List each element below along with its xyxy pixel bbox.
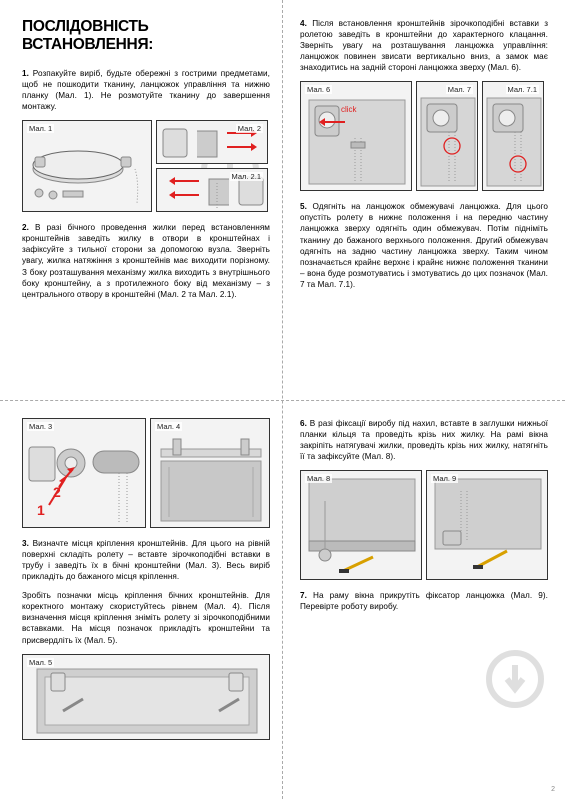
section-left-bottom: Мал. 3 2 1 Мал. 4 xyxy=(22,418,270,750)
page-number: 2 xyxy=(551,786,555,793)
figure-row-4: Мал. 6 click Мал. 7 xyxy=(300,81,548,191)
figure-label: Мал. 5 xyxy=(27,658,54,667)
figure-label: Мал. 7 xyxy=(446,85,473,94)
figure-label: Мал. 9 xyxy=(431,474,458,483)
page-title: ПОСЛІДОВНІСТЬ ВСТАНОВЛЕННЯ: xyxy=(22,18,270,54)
horizontal-divider xyxy=(0,400,565,401)
figure-label: Мал. 2.1 xyxy=(230,172,263,181)
paragraph-5: 5. Одягніть на ланцюжок обмежувачі ланцю… xyxy=(300,201,548,290)
figure-8: Мал. 8 xyxy=(300,470,422,580)
watermark-icon xyxy=(485,649,545,709)
figure-row-2: Мал. 3 2 1 Мал. 4 xyxy=(22,418,270,528)
figure-5: Мал. 5 xyxy=(22,654,270,740)
paragraph-4: 4. Після встановлення кронштейнів зірочк… xyxy=(300,18,548,73)
figure-7-1: Мал. 7.1 xyxy=(482,81,544,191)
paragraph-3: 3. Визначте місця кріплення кронштейнів.… xyxy=(22,538,270,582)
paragraph-1: 1. Розпакуйте виріб, будьте обережні з г… xyxy=(22,68,270,112)
figure-4: Мал. 4 xyxy=(150,418,270,528)
figure-row-3: Мал. 5 xyxy=(22,654,270,740)
figure-2-1: Мал. 2.1 xyxy=(156,168,268,212)
section-right-bottom: 6. В разі фіксації виробу під нахил, вст… xyxy=(300,418,548,620)
paragraph-3b: Зробіть позначки місць кріплення бічних … xyxy=(22,590,270,645)
figure-9: Мал. 9 xyxy=(426,470,548,580)
figure-label: Мал. 1 xyxy=(27,124,54,133)
figure-label: Мал. 3 xyxy=(27,422,54,431)
section-right-top: 4. Після встановлення кронштейнів зірочк… xyxy=(300,18,548,298)
figure-6: Мал. 6 click xyxy=(300,81,412,191)
section-left-top: ПОСЛІДОВНІСТЬ ВСТАНОВЛЕННЯ: 1. Розпакуйт… xyxy=(22,18,270,308)
figure-row-1: Мал. 1 Мал. 2 xyxy=(22,120,270,212)
figure-label: Мал. 4 xyxy=(155,422,182,431)
figure-7: Мал. 7 xyxy=(416,81,478,191)
instruction-page: ПОСЛІДОВНІСТЬ ВСТАНОВЛЕННЯ: 1. Розпакуйт… xyxy=(0,0,565,799)
figure-3: Мал. 3 2 1 xyxy=(22,418,146,528)
paragraph-2: 2. В разі бічного проведення жилки перед… xyxy=(22,222,270,299)
figure-label: Мал. 7.1 xyxy=(506,85,539,94)
svg-text:click: click xyxy=(341,105,358,114)
svg-text:1: 1 xyxy=(37,502,45,518)
paragraph-6: 6. В разі фіксації виробу під нахил, вст… xyxy=(300,418,548,462)
paragraph-7: 7. На раму вікна прикрутіть фіксатор лан… xyxy=(300,590,548,612)
figure-2: Мал. 2 xyxy=(156,120,268,164)
figure-label: Мал. 6 xyxy=(305,85,332,94)
figure-row-5: Мал. 8 Мал. 9 xyxy=(300,470,548,580)
figure-label: Мал. 2 xyxy=(236,124,263,133)
figure-label: Мал. 8 xyxy=(305,474,332,483)
figure-1: Мал. 1 xyxy=(22,120,152,212)
